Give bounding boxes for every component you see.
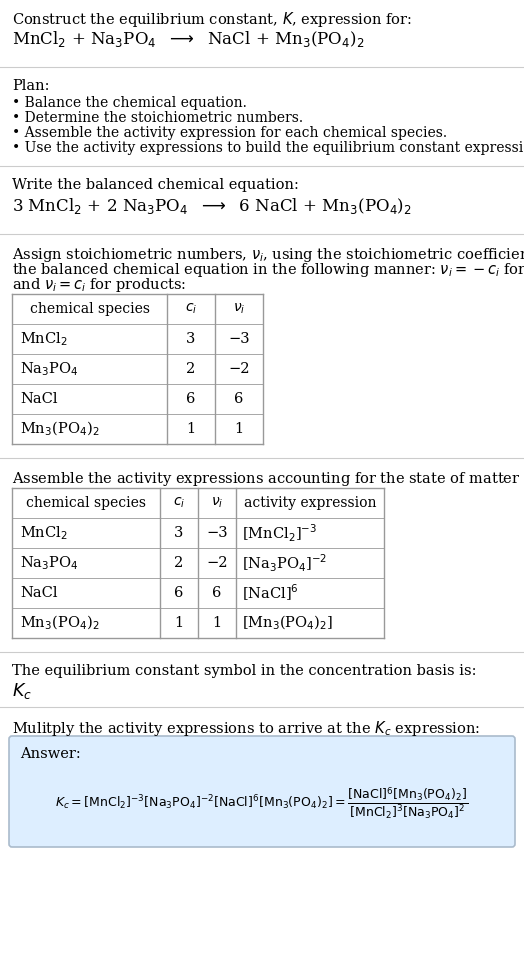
Text: • Determine the stoichiometric numbers.: • Determine the stoichiometric numbers. [12, 111, 303, 125]
Text: $\nu_i$: $\nu_i$ [233, 302, 245, 316]
Text: Na$_3$PO$_4$: Na$_3$PO$_4$ [20, 554, 79, 572]
Text: NaCl: NaCl [20, 586, 58, 600]
Text: $K_c = [\mathrm{MnCl_2}]^{-3}[\mathrm{Na_3PO_4}]^{-2}[\mathrm{NaCl}]^6[\mathrm{M: $K_c = [\mathrm{MnCl_2}]^{-3}[\mathrm{Na… [56, 785, 468, 822]
Text: [NaCl]$^6$: [NaCl]$^6$ [242, 583, 299, 603]
Text: [Na$_3$PO$_4$]$^{-2}$: [Na$_3$PO$_4$]$^{-2}$ [242, 552, 327, 573]
Text: 2: 2 [187, 362, 195, 376]
Text: 6: 6 [187, 392, 195, 406]
Text: 6: 6 [234, 392, 244, 406]
Text: chemical species: chemical species [29, 302, 149, 316]
Text: Assemble the activity expressions accounting for the state of matter and $\nu_i$: Assemble the activity expressions accoun… [12, 470, 524, 488]
Text: −2: −2 [228, 362, 250, 376]
Text: and $\nu_i = c_i$ for products:: and $\nu_i = c_i$ for products: [12, 276, 187, 294]
Text: MnCl$_2$: MnCl$_2$ [20, 330, 68, 348]
Text: 6: 6 [212, 586, 222, 600]
Text: Plan:: Plan: [12, 79, 49, 93]
Text: the balanced chemical equation in the following manner: $\nu_i = -c_i$ for react: the balanced chemical equation in the fo… [12, 261, 524, 279]
Text: $c_i$: $c_i$ [173, 496, 185, 510]
Text: 3 MnCl$_2$ + 2 Na$_3$PO$_4$  $\longrightarrow$  6 NaCl + Mn$_3$(PO$_4$)$_2$: 3 MnCl$_2$ + 2 Na$_3$PO$_4$ $\longrighta… [12, 196, 412, 216]
Text: chemical species: chemical species [26, 496, 146, 510]
Text: Na$_3$PO$_4$: Na$_3$PO$_4$ [20, 361, 79, 378]
Text: activity expression: activity expression [244, 496, 376, 510]
Text: [Mn$_3$(PO$_4$)$_2$]: [Mn$_3$(PO$_4$)$_2$] [242, 614, 333, 632]
Text: 3: 3 [174, 526, 184, 540]
Text: 2: 2 [174, 556, 183, 570]
Text: 6: 6 [174, 586, 184, 600]
Text: $\nu_i$: $\nu_i$ [211, 496, 223, 510]
Text: 1: 1 [174, 616, 183, 630]
Text: Mn$_3$(PO$_4$)$_2$: Mn$_3$(PO$_4$)$_2$ [20, 614, 100, 632]
Text: −2: −2 [206, 556, 228, 570]
Text: $c_i$: $c_i$ [185, 302, 197, 316]
Text: Answer:: Answer: [20, 747, 81, 761]
Text: Assign stoichiometric numbers, $\nu_i$, using the stoichiometric coefficients, $: Assign stoichiometric numbers, $\nu_i$, … [12, 246, 524, 264]
Text: Mn$_3$(PO$_4$)$_2$: Mn$_3$(PO$_4$)$_2$ [20, 420, 100, 438]
Text: Construct the equilibrium constant, $K$, expression for:: Construct the equilibrium constant, $K$,… [12, 10, 412, 29]
Text: 1: 1 [234, 422, 244, 436]
Text: $K_c$: $K_c$ [12, 681, 32, 701]
Text: NaCl: NaCl [20, 392, 58, 406]
Text: −3: −3 [228, 332, 250, 346]
Text: Mulitply the activity expressions to arrive at the $K_c$ expression:: Mulitply the activity expressions to arr… [12, 719, 480, 738]
Text: [MnCl$_2$]$^{-3}$: [MnCl$_2$]$^{-3}$ [242, 523, 317, 544]
Text: The equilibrium constant symbol in the concentration basis is:: The equilibrium constant symbol in the c… [12, 664, 476, 678]
Text: MnCl$_2$: MnCl$_2$ [20, 525, 68, 542]
Text: • Balance the chemical equation.: • Balance the chemical equation. [12, 96, 247, 110]
Text: 1: 1 [187, 422, 195, 436]
Text: MnCl$_2$ + Na$_3$PO$_4$  $\longrightarrow$  NaCl + Mn$_3$(PO$_4$)$_2$: MnCl$_2$ + Na$_3$PO$_4$ $\longrightarrow… [12, 29, 364, 49]
Text: −3: −3 [206, 526, 228, 540]
Text: 3: 3 [187, 332, 195, 346]
Text: • Use the activity expressions to build the equilibrium constant expression.: • Use the activity expressions to build … [12, 141, 524, 155]
FancyBboxPatch shape [9, 736, 515, 847]
Text: Write the balanced chemical equation:: Write the balanced chemical equation: [12, 178, 299, 192]
Text: 1: 1 [212, 616, 222, 630]
Text: • Assemble the activity expression for each chemical species.: • Assemble the activity expression for e… [12, 126, 447, 140]
